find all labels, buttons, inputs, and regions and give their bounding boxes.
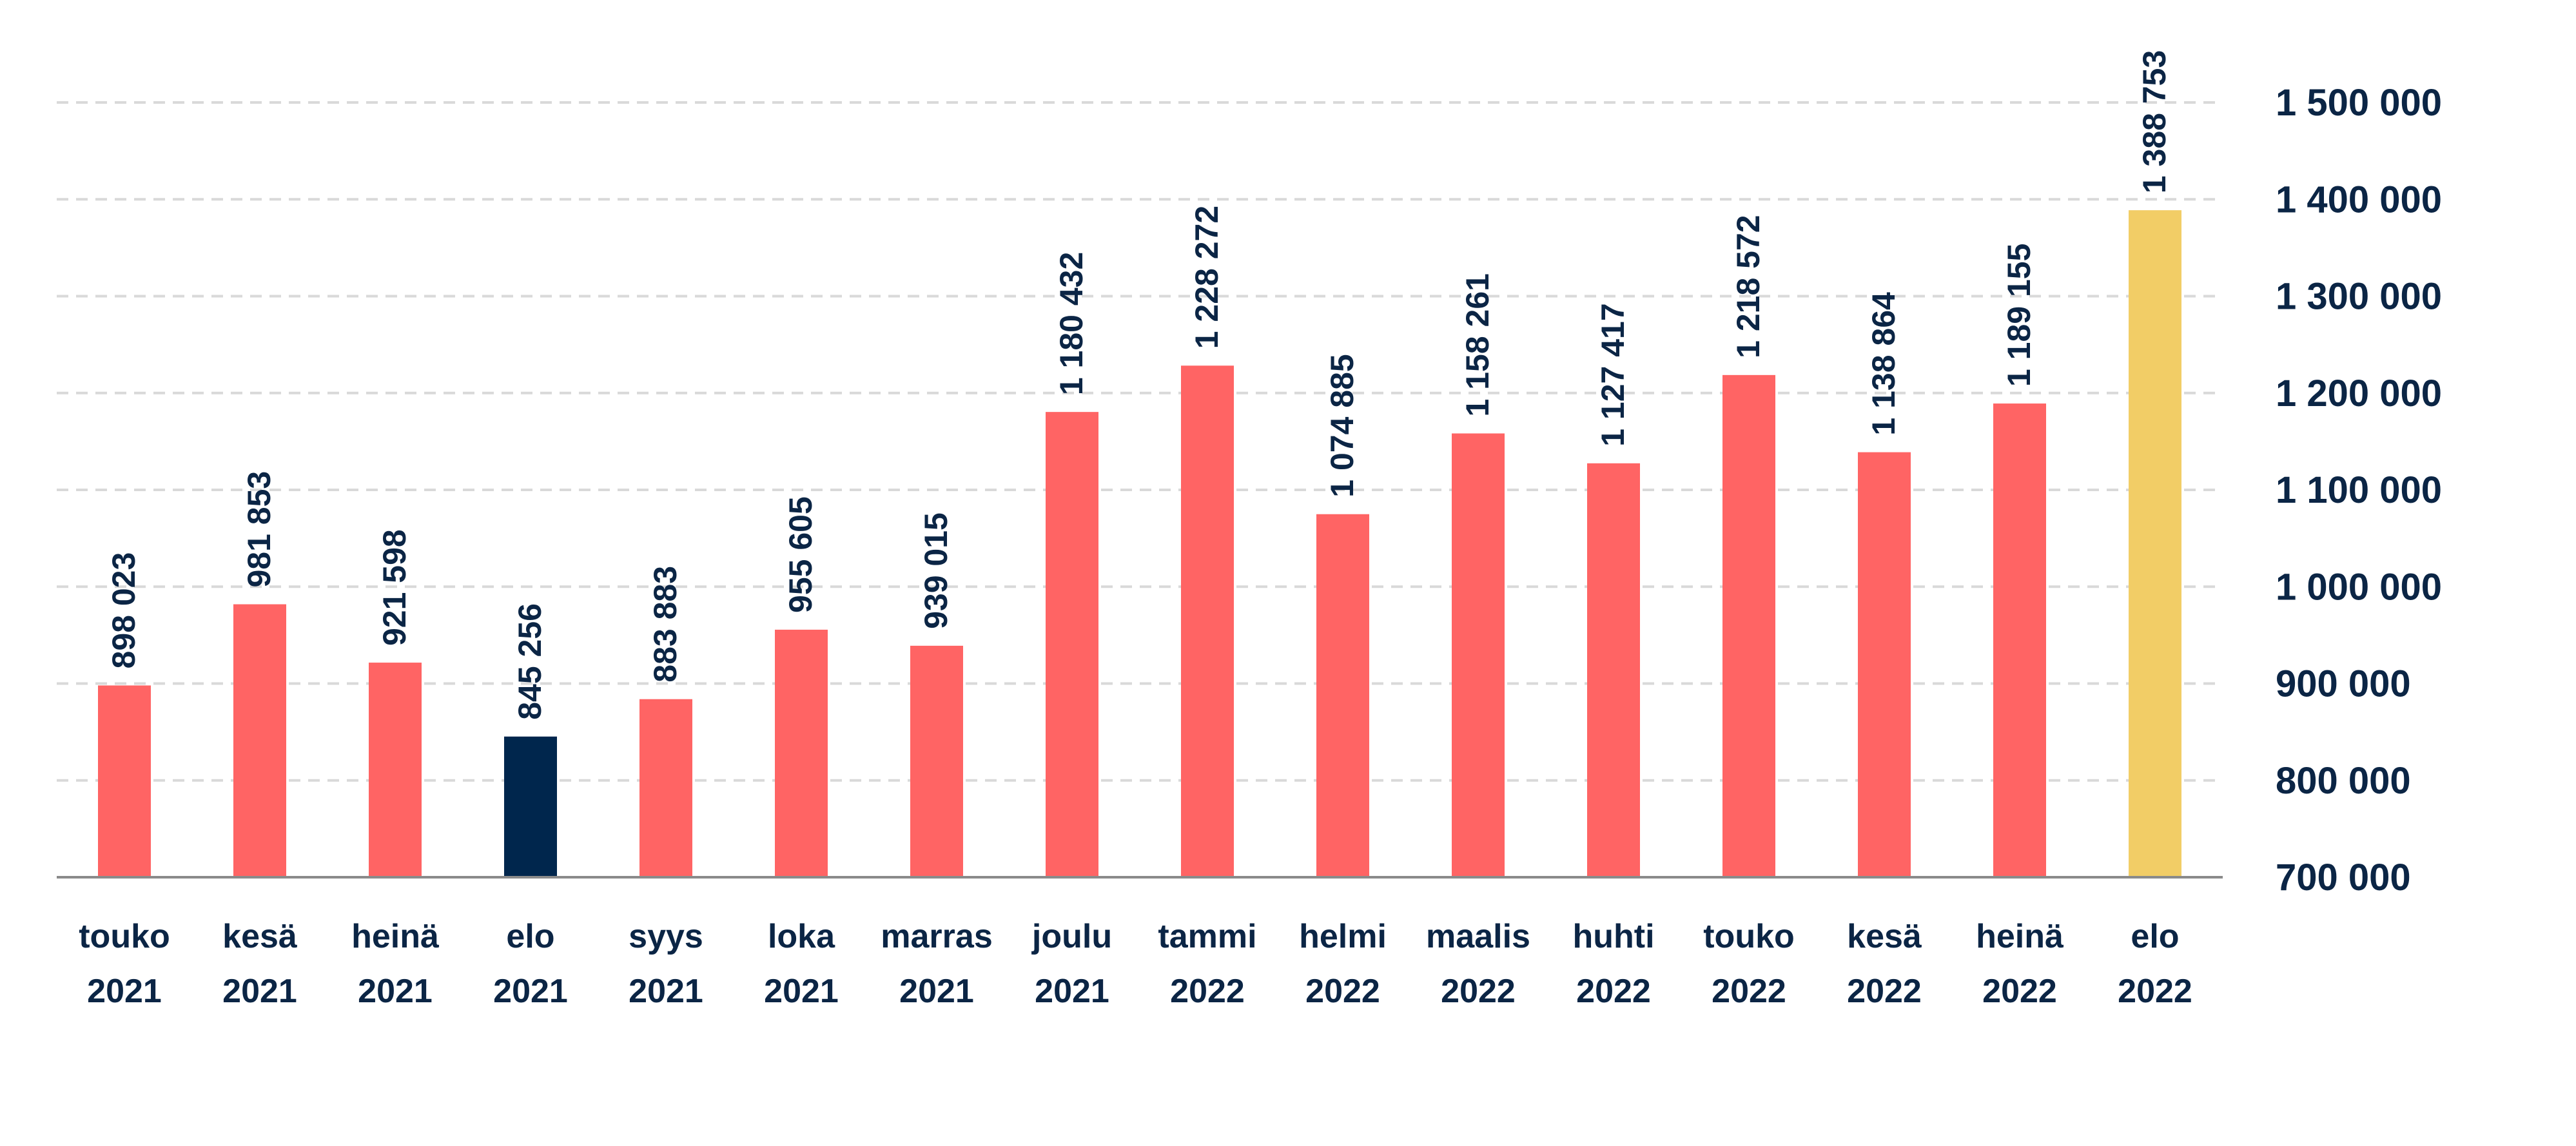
- bar: [910, 645, 963, 877]
- y-tick-label: 700 000: [2276, 857, 2411, 898]
- bar: [1181, 365, 1234, 877]
- bar-value-label: 1 388 753: [2136, 50, 2172, 193]
- bar-value-label: 1 189 155: [2001, 244, 2037, 387]
- bar-value-label: 921 598: [376, 529, 413, 646]
- y-tick-label: 1 200 000: [2276, 373, 2442, 414]
- x-tick-year: 2021: [222, 973, 297, 1010]
- bar: [2129, 210, 2181, 877]
- x-tick-year: 2022: [1847, 973, 1922, 1010]
- bar: [1316, 514, 1369, 877]
- bar-value-label: 939 015: [918, 512, 954, 629]
- bar-value-label: 1 158 261: [1459, 273, 1496, 416]
- x-tick-month: marras: [881, 918, 992, 955]
- bar: [369, 663, 422, 877]
- x-tick-month: kesä: [222, 918, 298, 955]
- bar: [98, 685, 151, 877]
- bar-value-label: 955 605: [783, 496, 819, 613]
- x-tick-year: 2022: [1712, 973, 1786, 1010]
- bar-value-label: 981 853: [241, 471, 277, 588]
- x-tick-year: 2021: [493, 973, 568, 1010]
- x-tick-month: helmi: [1299, 918, 1387, 955]
- bar: [233, 604, 286, 877]
- x-tick-month: heinä: [1976, 918, 2064, 955]
- x-tick-year: 2021: [358, 973, 433, 1010]
- x-tick-month: syys: [629, 918, 703, 955]
- y-tick-label: 1 500 000: [2276, 82, 2442, 124]
- x-tick-month: elo: [506, 918, 554, 955]
- bar-value-label: 1 218 572: [1730, 215, 1766, 358]
- bar-value-label: 1 228 272: [1189, 206, 1225, 349]
- x-tick-month: loka: [768, 918, 835, 955]
- data-labels: 898 023 981 853 921 598 845 256 883 883 955 6…: [106, 50, 2172, 720]
- x-tick-month: joulu: [1031, 918, 1112, 955]
- x-tick-year: 2021: [629, 973, 703, 1010]
- y-tick-label: 1 000 000: [2276, 566, 2442, 608]
- bar-value-label: 1 074 885: [1324, 354, 1360, 497]
- bar: [639, 699, 692, 877]
- y-axis-tick-labels: 700 000 800 000 900 000 1 000 000 1 100 000 1…: [2276, 82, 2442, 898]
- bar: [1858, 452, 1911, 877]
- y-tick-label: 1 100 000: [2276, 469, 2442, 511]
- x-axis-category-labels: touko 2021 kesä 2021 heinä 2021 elo 2021 syys 202…: [79, 918, 2192, 1010]
- x-tick-year: 2021: [87, 973, 162, 1010]
- bar: [504, 736, 557, 877]
- bar-value-label: 1 180 432: [1053, 252, 1089, 395]
- bar-value-label: 898 023: [106, 552, 142, 669]
- x-tick-year: 2022: [1982, 973, 2057, 1010]
- x-tick-year: 2022: [1170, 973, 1245, 1010]
- bar: [1722, 374, 1775, 877]
- y-tick-label: 1 300 000: [2276, 276, 2442, 318]
- x-tick-year: 2022: [2118, 973, 2192, 1010]
- y-tick-label: 1 400 000: [2276, 179, 2442, 220]
- x-tick-month: huhti: [1572, 918, 1654, 955]
- bar-value-label: 1 138 864: [1866, 292, 1902, 436]
- x-tick-year: 2022: [1441, 973, 1516, 1010]
- x-tick-year: 2021: [1035, 973, 1109, 1010]
- bar: [1993, 403, 2046, 877]
- x-tick-year: 2022: [1576, 973, 1651, 1010]
- x-tick-month: kesä: [1847, 918, 1922, 955]
- x-tick-year: 2021: [764, 973, 839, 1010]
- y-tick-label: 800 000: [2276, 760, 2411, 802]
- x-tick-month: elo: [2131, 918, 2179, 955]
- bar: [1046, 412, 1098, 877]
- bar: [1587, 463, 1640, 877]
- y-tick-label: 900 000: [2276, 663, 2411, 705]
- bar: [775, 629, 828, 877]
- x-tick-year: 2022: [1305, 973, 1380, 1010]
- bar-value-label: 883 883: [647, 566, 683, 683]
- x-tick-year: 2021: [899, 973, 974, 1010]
- bars: [98, 210, 2181, 877]
- x-tick-month: tammi: [1158, 918, 1256, 955]
- bar-value-label: 845 256: [512, 603, 548, 720]
- x-tick-month: touko: [1703, 918, 1795, 955]
- bar-value-label: 1 127 417: [1595, 303, 1631, 446]
- x-tick-month: maalis: [1426, 918, 1530, 955]
- x-tick-month: touko: [79, 918, 170, 955]
- bar: [1452, 433, 1505, 877]
- x-tick-month: heinä: [351, 918, 440, 955]
